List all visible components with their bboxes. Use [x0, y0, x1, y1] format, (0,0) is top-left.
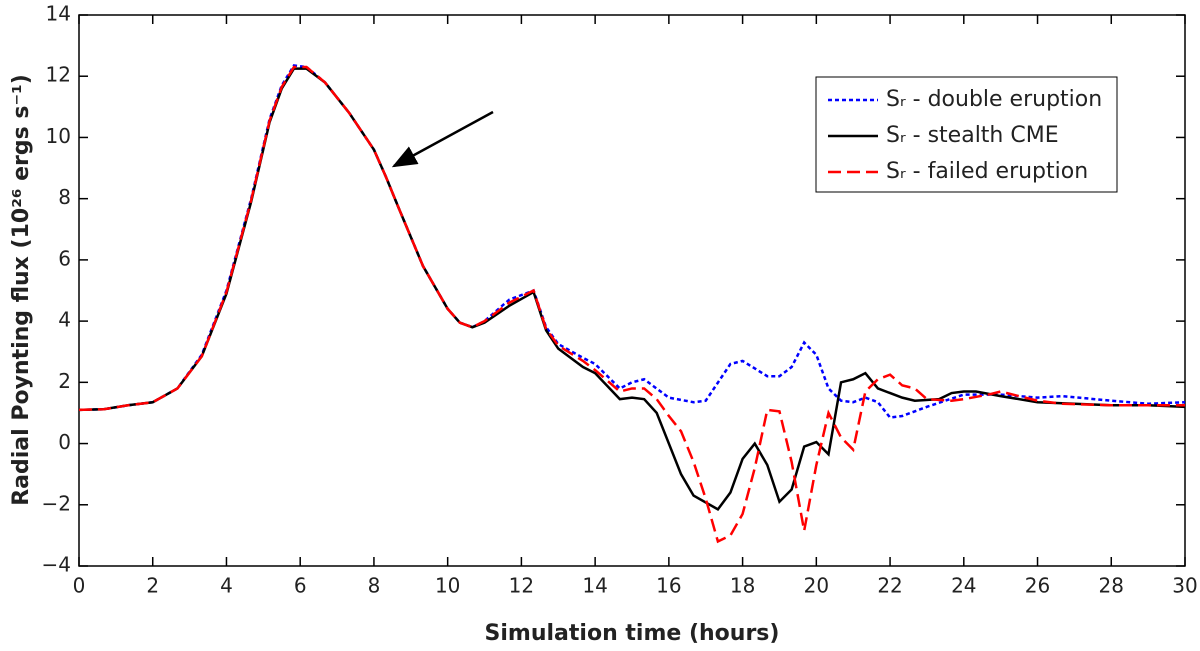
y-tick-label: 14 — [46, 2, 71, 26]
y-tick-label: −4 — [42, 553, 71, 577]
y-tick-label: 12 — [46, 63, 71, 87]
x-tick-label: 16 — [656, 574, 681, 598]
x-tick-label: 26 — [1025, 574, 1050, 598]
y-axis-label: Radial Poynting flux (10²⁶ ergs s⁻¹) — [9, 74, 34, 506]
y-tick-label: 10 — [46, 124, 71, 148]
x-tick-label: 8 — [368, 574, 381, 598]
x-tick-label: 4 — [220, 574, 233, 598]
y-tick-label: 4 — [58, 308, 71, 332]
x-tick-label: 2 — [146, 574, 159, 598]
y-tick-label: 6 — [58, 246, 71, 270]
x-tick-label: 24 — [951, 574, 976, 598]
x-tick-label: 6 — [294, 574, 307, 598]
y-tick-label: 0 — [58, 430, 71, 454]
series-line — [78, 65, 1185, 544]
x-axis-label: Simulation time (hours) — [485, 621, 780, 646]
x-tick-label: 14 — [582, 574, 607, 598]
legend-label: Sᵣ - double eruption — [886, 87, 1102, 112]
y-tick-label: 2 — [58, 369, 71, 393]
y-tick-label: 8 — [58, 185, 71, 209]
legend-label: Sᵣ - failed eruption — [886, 159, 1088, 184]
x-tick-label: 12 — [509, 574, 534, 598]
x-tick-label: 20 — [804, 574, 829, 598]
x-tick-label: 18 — [730, 574, 755, 598]
x-tick-label: 30 — [1172, 574, 1197, 598]
x-tick-label: 0 — [73, 574, 86, 598]
plot-frame — [78, 14, 1186, 567]
x-tick-label: 28 — [1099, 574, 1124, 598]
x-tick-label: 22 — [877, 574, 902, 598]
y-tick-label: −2 — [42, 491, 71, 515]
annotation-arrow — [391, 110, 494, 168]
legend-label: Sᵣ - stealth CME — [886, 123, 1059, 148]
x-tick-label: 10 — [435, 574, 460, 598]
